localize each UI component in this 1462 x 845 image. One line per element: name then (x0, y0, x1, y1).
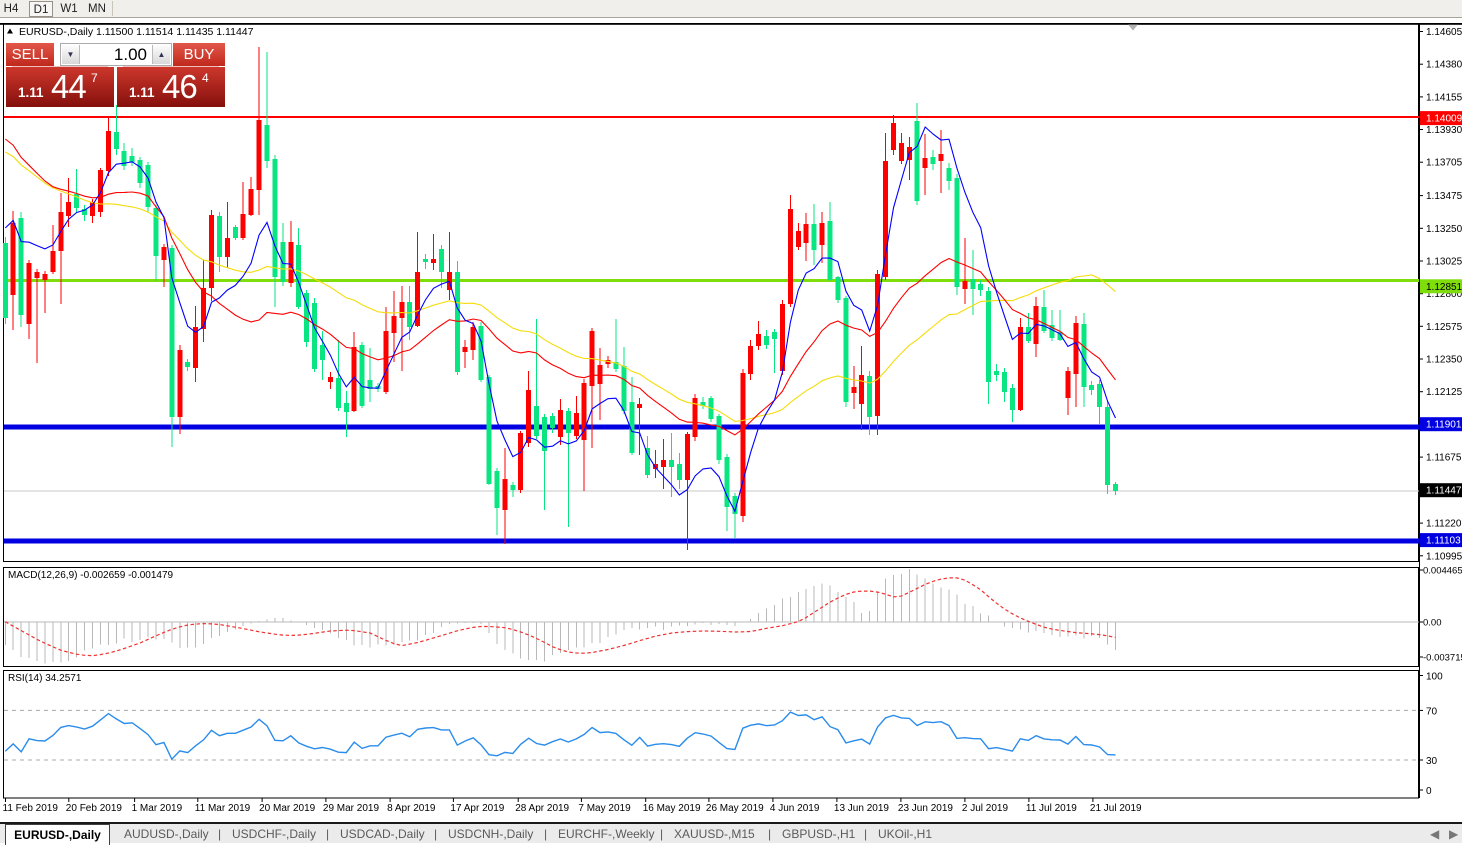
svg-text:1.11220: 1.11220 (1426, 519, 1462, 530)
svg-text:0.00: 0.00 (1423, 618, 1442, 629)
svg-text:1.13025: 1.13025 (1426, 257, 1462, 268)
svg-text:26 May 2019: 26 May 2019 (706, 803, 764, 814)
svg-text:MACD(12,26,9) -0.002659 -0.001: MACD(12,26,9) -0.002659 -0.001479 (8, 570, 174, 581)
svg-text:1.11447: 1.11447 (1426, 486, 1462, 497)
svg-text:2 Jul 2019: 2 Jul 2019 (962, 803, 1009, 814)
svg-text:1.11675: 1.11675 (1426, 453, 1462, 464)
svg-text:1.12125: 1.12125 (1426, 387, 1462, 398)
svg-text:1.13475: 1.13475 (1426, 191, 1462, 202)
svg-text:1.14155: 1.14155 (1426, 92, 1462, 103)
svg-text:4 Jun 2019: 4 Jun 2019 (770, 803, 820, 814)
svg-text:1.11103: 1.11103 (1426, 536, 1461, 547)
svg-text:20 Feb 2019: 20 Feb 2019 (66, 803, 123, 814)
svg-text:0: 0 (1426, 786, 1432, 797)
svg-text:1.12350: 1.12350 (1426, 355, 1462, 366)
svg-text:1.14009: 1.14009 (1426, 114, 1462, 125)
svg-text:7 May 2019: 7 May 2019 (578, 803, 631, 814)
svg-text:1.11901: 1.11901 (1426, 420, 1462, 431)
svg-text:0.004465: 0.004465 (1423, 566, 1462, 577)
svg-text:16 May 2019: 16 May 2019 (643, 803, 701, 814)
svg-text:8 Apr 2019: 8 Apr 2019 (387, 803, 436, 814)
svg-text:23 Jun 2019: 23 Jun 2019 (898, 803, 953, 814)
svg-text:29 Mar 2019: 29 Mar 2019 (323, 803, 380, 814)
svg-text:11 Feb 2019: 11 Feb 2019 (3, 803, 59, 814)
svg-text:70: 70 (1426, 706, 1438, 717)
svg-text:11 Jul 2019: 11 Jul 2019 (1026, 803, 1077, 814)
svg-text:RSI(14) 34.2571: RSI(14) 34.2571 (8, 673, 82, 684)
svg-text:EURUSD-,Daily 1.11500 1.11514: EURUSD-,Daily 1.11500 1.11514 1.11435 1.… (19, 26, 254, 38)
svg-text:-0.003715: -0.003715 (1423, 653, 1462, 664)
svg-text:20 Mar 2019: 20 Mar 2019 (259, 803, 316, 814)
svg-text:1.10995: 1.10995 (1426, 551, 1462, 562)
svg-text:30: 30 (1426, 756, 1438, 767)
svg-text:28 Apr 2019: 28 Apr 2019 (515, 803, 569, 814)
svg-text:1.13930: 1.13930 (1426, 125, 1462, 136)
svg-text:1.14605: 1.14605 (1426, 27, 1462, 38)
svg-text:1.12851: 1.12851 (1426, 282, 1462, 293)
svg-text:21 Jul 2019: 21 Jul 2019 (1090, 803, 1142, 814)
svg-text:13 Jun 2019: 13 Jun 2019 (834, 803, 889, 814)
svg-text:1.13705: 1.13705 (1426, 158, 1462, 169)
svg-text:17 Apr 2019: 17 Apr 2019 (450, 803, 504, 814)
svg-text:11 Mar 2019: 11 Mar 2019 (195, 803, 251, 814)
svg-text:1.14380: 1.14380 (1426, 60, 1462, 71)
svg-text:1.12575: 1.12575 (1426, 322, 1462, 333)
svg-text:1 Mar 2019: 1 Mar 2019 (132, 803, 183, 814)
svg-text:1.13250: 1.13250 (1426, 224, 1462, 235)
svg-text:100: 100 (1426, 672, 1443, 683)
svg-text:1.12800: 1.12800 (1426, 289, 1462, 300)
